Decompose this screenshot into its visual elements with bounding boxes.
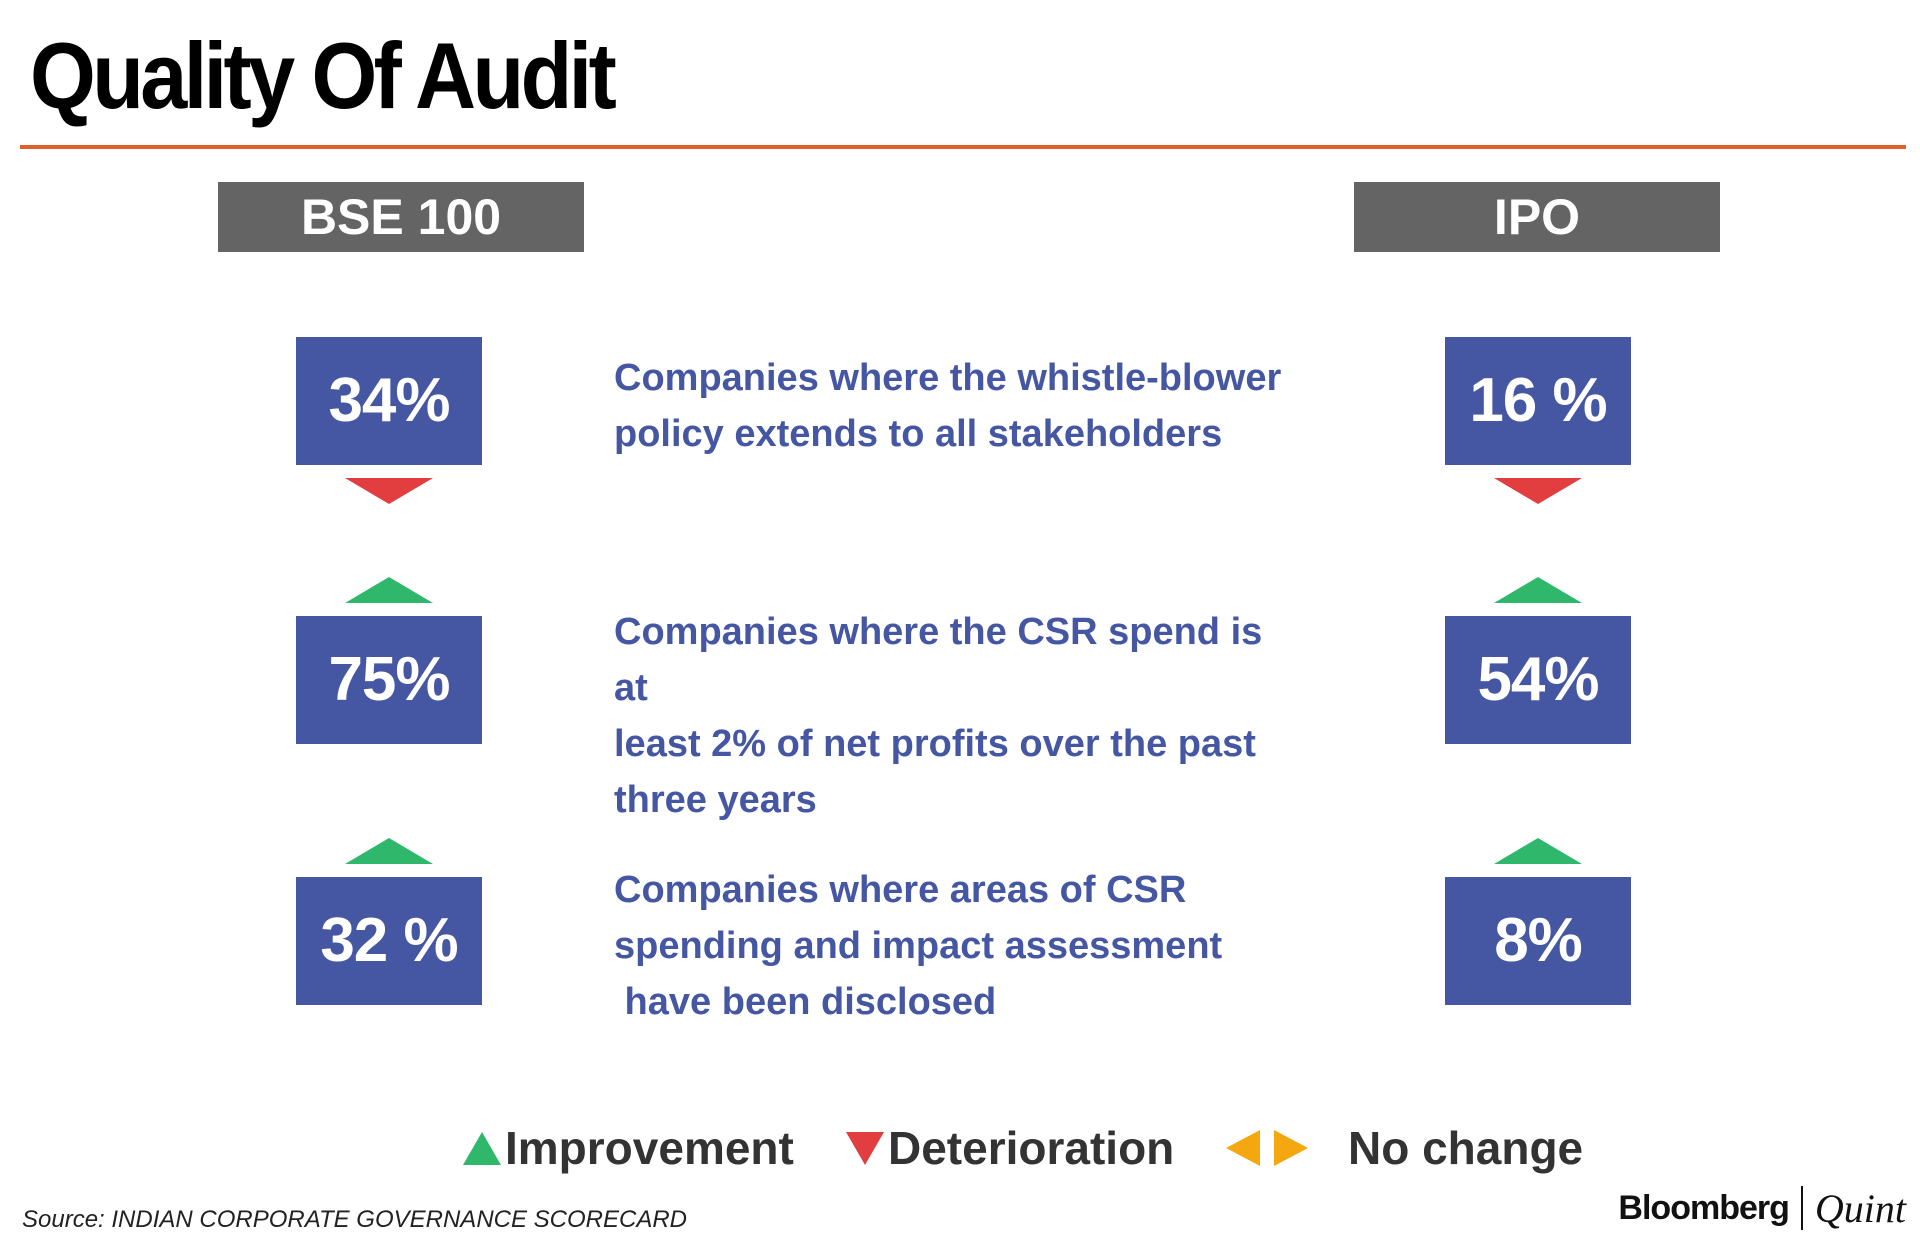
legend-deterioration-label: Deterioration: [888, 1122, 1175, 1174]
column-header-ipo: IPO: [1354, 182, 1720, 252]
deterioration-triangle-icon: [846, 1131, 884, 1165]
page-title: Quality Of Audit: [30, 23, 617, 128]
improvement-triangle-icon: [463, 1131, 501, 1165]
description-line: three years: [614, 779, 817, 821]
bse100-value-whistleblower: 34%: [296, 337, 482, 465]
legend-no-change-label: No change: [1348, 1122, 1584, 1174]
description-line: Companies where the whistle-blower: [614, 357, 1282, 399]
row-description-csr-disclosure: Companies where areas of CSR spending an…: [614, 862, 1294, 1030]
legend-improvement-label: Improvement: [505, 1122, 794, 1174]
brand-logo: Bloomberg Quint: [1618, 1180, 1906, 1236]
bse100-improvement-icon-csr-spend: [345, 577, 433, 603]
legend-improvement: Improvement: [463, 1118, 794, 1178]
brand-separator: [1800, 1186, 1803, 1230]
description-line: Companies where areas of CSR: [614, 869, 1187, 911]
bse100-deterioration-icon-whistleblower: [345, 478, 433, 504]
description-line: have been disclosed: [614, 981, 997, 1023]
bse100-value-csr-disclosure: 32 %: [296, 877, 482, 1005]
description-line: least 2% of net profits over the past: [614, 723, 1256, 765]
ipo-value-csr-disclosure: 8%: [1445, 877, 1631, 1005]
ipo-improvement-icon-csr-spend: [1494, 577, 1582, 603]
brand-bloomberg: Bloomberg: [1618, 1188, 1789, 1227]
no-change-left-arrow-icon: [1226, 1130, 1260, 1166]
ipo-improvement-icon-csr-disclosure: [1494, 838, 1582, 864]
description-line: Companies where the CSR spend is at: [614, 611, 1263, 709]
title-divider: [20, 145, 1906, 149]
row-description-csr-spend: Companies where the CSR spend is at leas…: [614, 604, 1294, 828]
legend-no-change: No change: [1226, 1118, 1583, 1178]
source-note: Source: INDIAN CORPORATE GOVERNANCE SCOR…: [22, 1206, 688, 1233]
description-line: spending and impact assessment: [614, 925, 1223, 967]
bse100-value-csr-spend: 75%: [296, 616, 482, 744]
ipo-value-whistleblower: 16 %: [1445, 337, 1631, 465]
ipo-value-csr-spend: 54%: [1445, 616, 1631, 744]
ipo-deterioration-icon-whistleblower: [1494, 478, 1582, 504]
no-change-right-arrow-icon: [1274, 1130, 1308, 1166]
brand-quint: Quint: [1814, 1185, 1906, 1231]
description-line: policy extends to all stakeholders: [614, 413, 1223, 455]
legend-deterioration: Deterioration: [846, 1118, 1174, 1178]
bse100-improvement-icon-csr-disclosure: [345, 838, 433, 864]
row-description-whistleblower: Companies where the whistle-blower polic…: [614, 350, 1294, 462]
column-header-bse100: BSE 100: [218, 182, 584, 252]
